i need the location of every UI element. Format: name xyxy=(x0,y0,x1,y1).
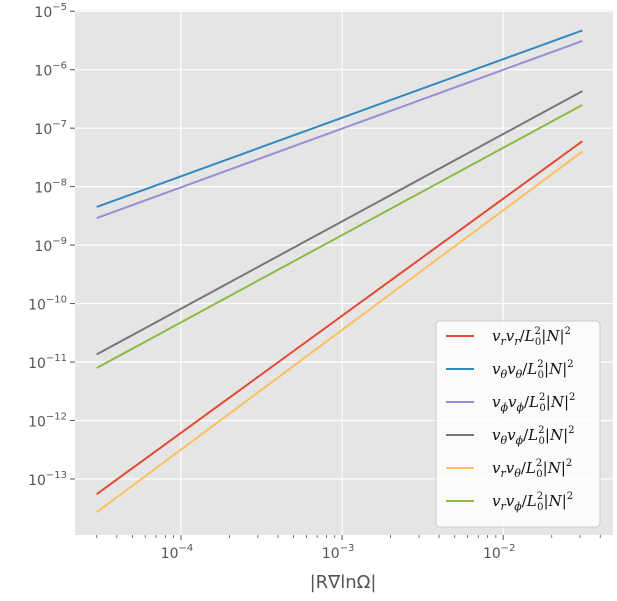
x-tick-base: 10 xyxy=(483,546,501,562)
y-tick-exp: −13 xyxy=(46,470,67,481)
legend-entry: vθvϕ/L2 0|N|2 xyxy=(492,425,575,447)
series-lines xyxy=(96,29,583,514)
x-tick-label: 10−2 xyxy=(483,543,516,562)
y-tick-exp: −10 xyxy=(46,295,67,306)
x-tick-label: 10−3 xyxy=(322,543,355,562)
series-line-1 xyxy=(96,29,583,208)
y-tick-base: 10 xyxy=(28,298,46,314)
series-line-2 xyxy=(96,40,583,219)
x-tick-exp: −2 xyxy=(501,543,516,554)
series-line-0 xyxy=(96,140,583,495)
y-tick-label: 10−12 xyxy=(28,411,67,430)
legend-box xyxy=(435,320,601,528)
y-tick-label: 10−6 xyxy=(34,61,67,80)
y-tick-label: 10−7 xyxy=(34,119,67,138)
y-tick-exp: −8 xyxy=(52,178,67,189)
legend-entry: vrvθ/L2 0|N|2 xyxy=(492,458,572,480)
x-tick-exp: −3 xyxy=(340,543,355,554)
x-tick-label: 10−4 xyxy=(161,543,194,562)
y-tick-exp: −5 xyxy=(52,2,67,13)
legend-entry: vrvr/L2 0|N|2 xyxy=(492,326,571,348)
x-tick-base: 10 xyxy=(322,546,340,562)
y-tick-exp: −7 xyxy=(52,119,67,130)
legend-entry: vrvϕ/L2 0|N|2 xyxy=(492,491,573,513)
minor-ticks xyxy=(70,10,601,540)
legend-entry: vϕvϕ/L2 0|N|2 xyxy=(492,392,575,414)
y-tick-label: 10−10 xyxy=(28,295,67,314)
y-tick-base: 10 xyxy=(34,5,52,21)
y-tick-label: 10−13 xyxy=(28,470,67,489)
y-tick-base: 10 xyxy=(34,64,52,80)
y-tick-label: 10−8 xyxy=(34,178,67,197)
y-tick-label: 10−5 xyxy=(34,2,67,21)
y-tick-exp: −11 xyxy=(46,353,67,364)
x-tick-base: 10 xyxy=(161,546,179,562)
y-tick-base: 10 xyxy=(28,414,46,430)
y-tick-base: 10 xyxy=(34,181,52,197)
y-tick-label: 10−9 xyxy=(34,236,67,255)
x-axis-label: |R∇lnΩ| xyxy=(310,572,377,593)
y-tick-base: 10 xyxy=(34,239,52,255)
y-tick-base: 10 xyxy=(28,356,46,372)
series-line-5 xyxy=(96,104,583,369)
tick-labels: 10−4 10−3 10−210−1310−1210−1110−1010−910−8… xyxy=(28,2,515,562)
y-tick-exp: −12 xyxy=(46,411,67,422)
y-tick-exp: −6 xyxy=(52,61,67,72)
x-tick-exp: −4 xyxy=(178,543,193,554)
y-tick-exp: −9 xyxy=(52,236,67,247)
y-tick-base: 10 xyxy=(28,473,46,489)
legend: vrvr/L2 0|N|2 vθvθ/L2 0|N|2 vϕvϕ/L2 0|N|2 vθvϕ… xyxy=(435,320,601,528)
series-line-4 xyxy=(96,150,583,514)
y-tick-label: 10−11 xyxy=(28,353,67,372)
series-line-3 xyxy=(96,90,583,356)
legend-entry: vθvθ/L2 0|N|2 xyxy=(492,359,574,381)
y-tick-base: 10 xyxy=(34,122,52,138)
